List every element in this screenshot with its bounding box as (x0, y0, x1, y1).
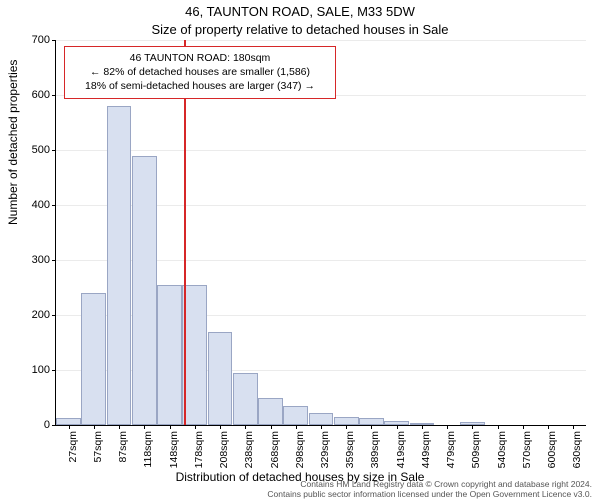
y-tick-label: 500 (32, 144, 56, 156)
grid-line (56, 40, 586, 41)
x-tick-label: 389sqm (371, 382, 383, 425)
chart-title-sub: Size of property relative to detached ho… (0, 22, 600, 37)
x-tick-label: 630sqm (573, 382, 585, 425)
x-tick-label: 298sqm (296, 382, 308, 425)
y-tick-label: 100 (32, 364, 56, 376)
x-tick-label: 509sqm (472, 382, 484, 425)
y-axis-label: Number of detached properties (6, 60, 20, 225)
histogram-bar (107, 106, 132, 425)
x-tick-label: 118sqm (144, 382, 156, 425)
x-tick-label: 570sqm (523, 382, 535, 425)
x-tick-label: 600sqm (548, 382, 560, 425)
y-tick-label: 700 (32, 34, 56, 46)
x-tick-label: 57sqm (94, 387, 106, 425)
x-tick-label: 419sqm (397, 382, 409, 425)
y-tick-label: 0 (44, 419, 56, 431)
x-tick-label: 27sqm (69, 387, 81, 425)
grid-line (56, 150, 586, 151)
x-tick-label: 148sqm (170, 382, 182, 425)
attribution-line-2: Contains public sector information licen… (267, 490, 592, 500)
x-tick-label: 178sqm (195, 382, 207, 425)
y-tick-label: 300 (32, 254, 56, 266)
info-line-1: 46 TAUNTON ROAD: 180sqm (72, 51, 328, 65)
y-tick-label: 600 (32, 89, 56, 101)
x-tick-label: 449sqm (422, 382, 434, 425)
x-tick-label: 359sqm (346, 382, 358, 425)
y-tick-label: 200 (32, 309, 56, 321)
x-tick-label: 268sqm (271, 382, 283, 425)
x-tick-label: 208sqm (220, 382, 232, 425)
info-line-2: ← 82% of detached houses are smaller (1,… (72, 65, 328, 79)
reference-info-box: 46 TAUNTON ROAD: 180sqm ← 82% of detache… (64, 46, 336, 99)
x-tick-label: 238sqm (245, 382, 257, 425)
chart-container: 46, TAUNTON ROAD, SALE, M33 5DW Size of … (0, 0, 600, 500)
x-tick-label: 329sqm (321, 382, 333, 425)
x-tick-label: 540sqm (498, 382, 510, 425)
x-tick-label: 87sqm (119, 387, 131, 425)
plot-area: 46 TAUNTON ROAD: 180sqm ← 82% of detache… (55, 40, 586, 426)
attribution: Contains HM Land Registry data © Crown c… (267, 480, 592, 500)
x-tick-label: 479sqm (447, 382, 459, 425)
info-line-3: 18% of semi-detached houses are larger (… (72, 79, 328, 93)
chart-title-main: 46, TAUNTON ROAD, SALE, M33 5DW (0, 4, 600, 19)
y-tick-label: 400 (32, 199, 56, 211)
